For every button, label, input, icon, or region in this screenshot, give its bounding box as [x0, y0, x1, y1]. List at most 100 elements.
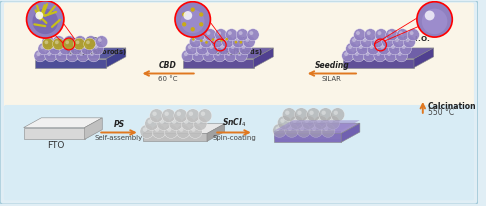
Circle shape [203, 39, 207, 43]
Circle shape [33, 9, 58, 35]
Polygon shape [143, 134, 207, 142]
Circle shape [309, 124, 323, 138]
Circle shape [387, 53, 391, 57]
Circle shape [207, 32, 210, 36]
Circle shape [389, 43, 401, 56]
Text: SnO$_2$ I.O.: SnO$_2$ I.O. [392, 35, 430, 45]
Circle shape [295, 108, 308, 122]
Circle shape [199, 46, 203, 50]
Text: SnCl$_4$: SnCl$_4$ [222, 116, 246, 128]
Text: 550 °C: 550 °C [428, 108, 454, 117]
Circle shape [162, 109, 175, 123]
Circle shape [44, 39, 48, 43]
Circle shape [319, 108, 332, 122]
Circle shape [365, 53, 369, 57]
Circle shape [314, 116, 328, 130]
Circle shape [199, 13, 204, 18]
Circle shape [290, 116, 303, 130]
Circle shape [55, 41, 59, 45]
Circle shape [66, 50, 78, 63]
Circle shape [344, 53, 348, 57]
Circle shape [36, 53, 40, 57]
Circle shape [398, 53, 402, 57]
Circle shape [231, 46, 235, 50]
Circle shape [276, 127, 280, 131]
Polygon shape [35, 49, 126, 60]
FancyBboxPatch shape [0, 2, 478, 204]
Circle shape [369, 46, 373, 50]
Circle shape [378, 43, 390, 56]
Circle shape [150, 109, 163, 123]
Circle shape [176, 112, 181, 116]
Circle shape [200, 36, 212, 49]
Text: SnO$_2$ I.O./
Bi$_2$S$_3$(nanorods): SnO$_2$ I.O./ Bi$_2$S$_3$(nanorods) [66, 36, 127, 58]
Circle shape [86, 41, 90, 45]
Circle shape [214, 50, 226, 63]
Circle shape [207, 43, 219, 56]
Circle shape [38, 43, 50, 56]
Polygon shape [414, 49, 434, 68]
Circle shape [395, 39, 399, 43]
Circle shape [403, 36, 416, 49]
Circle shape [384, 39, 388, 43]
Circle shape [196, 43, 208, 56]
Circle shape [393, 36, 405, 49]
Circle shape [98, 39, 102, 43]
Text: 60 °C: 60 °C [158, 76, 178, 82]
Polygon shape [274, 131, 341, 140]
Circle shape [220, 40, 223, 42]
Circle shape [157, 117, 171, 131]
Circle shape [164, 125, 178, 139]
Circle shape [218, 43, 230, 56]
Circle shape [45, 41, 48, 45]
Polygon shape [24, 118, 102, 128]
Text: CBD: CBD [159, 60, 177, 69]
Circle shape [282, 108, 296, 122]
Circle shape [153, 112, 157, 116]
Circle shape [245, 39, 249, 43]
Circle shape [220, 46, 224, 50]
Circle shape [305, 119, 309, 123]
Circle shape [65, 41, 69, 45]
Circle shape [45, 50, 57, 63]
Circle shape [190, 36, 202, 49]
Circle shape [367, 32, 371, 36]
Circle shape [91, 43, 104, 56]
Circle shape [360, 36, 373, 49]
Circle shape [63, 39, 75, 51]
Circle shape [321, 111, 326, 115]
Circle shape [213, 39, 217, 43]
Circle shape [73, 39, 85, 51]
Text: Calcination: Calcination [428, 102, 476, 111]
Circle shape [169, 117, 183, 131]
Circle shape [181, 11, 205, 34]
Circle shape [399, 43, 412, 56]
Circle shape [226, 29, 238, 42]
Circle shape [167, 128, 172, 132]
Circle shape [94, 46, 98, 50]
Circle shape [374, 50, 386, 63]
Circle shape [182, 13, 186, 18]
Circle shape [307, 108, 320, 122]
Circle shape [326, 116, 340, 130]
Polygon shape [183, 49, 273, 60]
Circle shape [160, 120, 164, 124]
Circle shape [69, 53, 72, 57]
Circle shape [349, 36, 362, 49]
Circle shape [76, 39, 80, 43]
Circle shape [196, 32, 200, 36]
Circle shape [172, 120, 176, 124]
Circle shape [356, 43, 368, 56]
Circle shape [384, 50, 397, 63]
Circle shape [96, 36, 108, 49]
Circle shape [47, 53, 51, 57]
Circle shape [371, 36, 383, 49]
Circle shape [212, 39, 214, 42]
Circle shape [352, 50, 364, 63]
Polygon shape [343, 49, 434, 60]
Circle shape [209, 46, 213, 50]
Circle shape [380, 46, 384, 50]
Circle shape [399, 32, 403, 36]
Circle shape [55, 50, 68, 63]
Text: PS: PS [113, 119, 124, 128]
